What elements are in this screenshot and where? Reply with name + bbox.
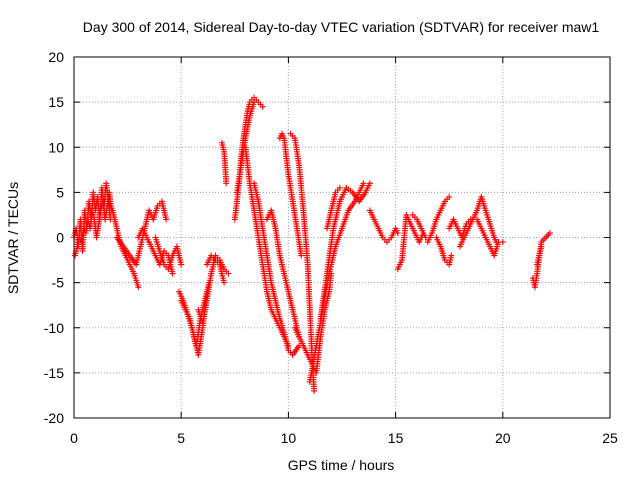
data-point	[169, 270, 176, 277]
x-tick-label: 15	[388, 430, 404, 446]
data-point	[446, 193, 453, 200]
data-point	[394, 229, 401, 236]
y-tick-label: -5	[52, 275, 65, 291]
chart-title: Day 300 of 2014, Sidereal Day-to-day VTE…	[83, 19, 600, 35]
data-point	[221, 279, 228, 286]
x-tick-label: 5	[177, 430, 185, 446]
data-point	[259, 103, 266, 110]
data-point	[499, 239, 506, 246]
y-tick-label: -15	[44, 365, 64, 381]
y-tick-label: 15	[48, 94, 64, 110]
data-point	[336, 184, 343, 191]
data-point	[298, 252, 305, 259]
x-tick-label: 0	[70, 430, 78, 446]
data-point	[135, 284, 142, 291]
y-axis-label: SDTVAR / TECUs	[5, 182, 21, 294]
data-point	[448, 252, 455, 259]
data-point	[223, 180, 230, 187]
data-point	[178, 261, 185, 268]
data-point	[225, 270, 232, 277]
x-tick-label: 25	[602, 430, 618, 446]
data-points	[71, 94, 553, 394]
data-point	[546, 229, 553, 236]
y-tick-label: 10	[48, 139, 64, 155]
data-point	[366, 180, 373, 187]
x-tick-label: 20	[495, 430, 511, 446]
data-point	[360, 180, 367, 187]
plot-frame	[73, 56, 611, 419]
x-axis-label: GPS time / hours	[288, 457, 395, 473]
y-tick-label: -10	[44, 320, 64, 336]
y-tick-label: -20	[44, 410, 64, 426]
y-tick-label: 0	[56, 230, 64, 246]
y-tick-label: 5	[56, 184, 64, 200]
y-tick-label: 20	[48, 49, 64, 65]
data-point	[163, 216, 170, 223]
x-tick-label: 10	[281, 430, 297, 446]
data-point	[251, 99, 258, 106]
data-point	[311, 387, 318, 394]
